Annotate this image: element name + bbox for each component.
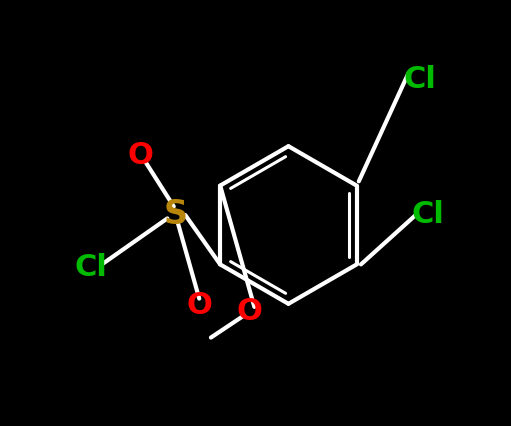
Text: Cl: Cl xyxy=(411,201,444,230)
Text: O: O xyxy=(187,291,212,320)
Text: O: O xyxy=(236,297,262,326)
Text: S: S xyxy=(164,199,188,231)
Text: Cl: Cl xyxy=(75,253,107,282)
Text: O: O xyxy=(128,141,154,170)
Text: Cl: Cl xyxy=(404,66,436,95)
